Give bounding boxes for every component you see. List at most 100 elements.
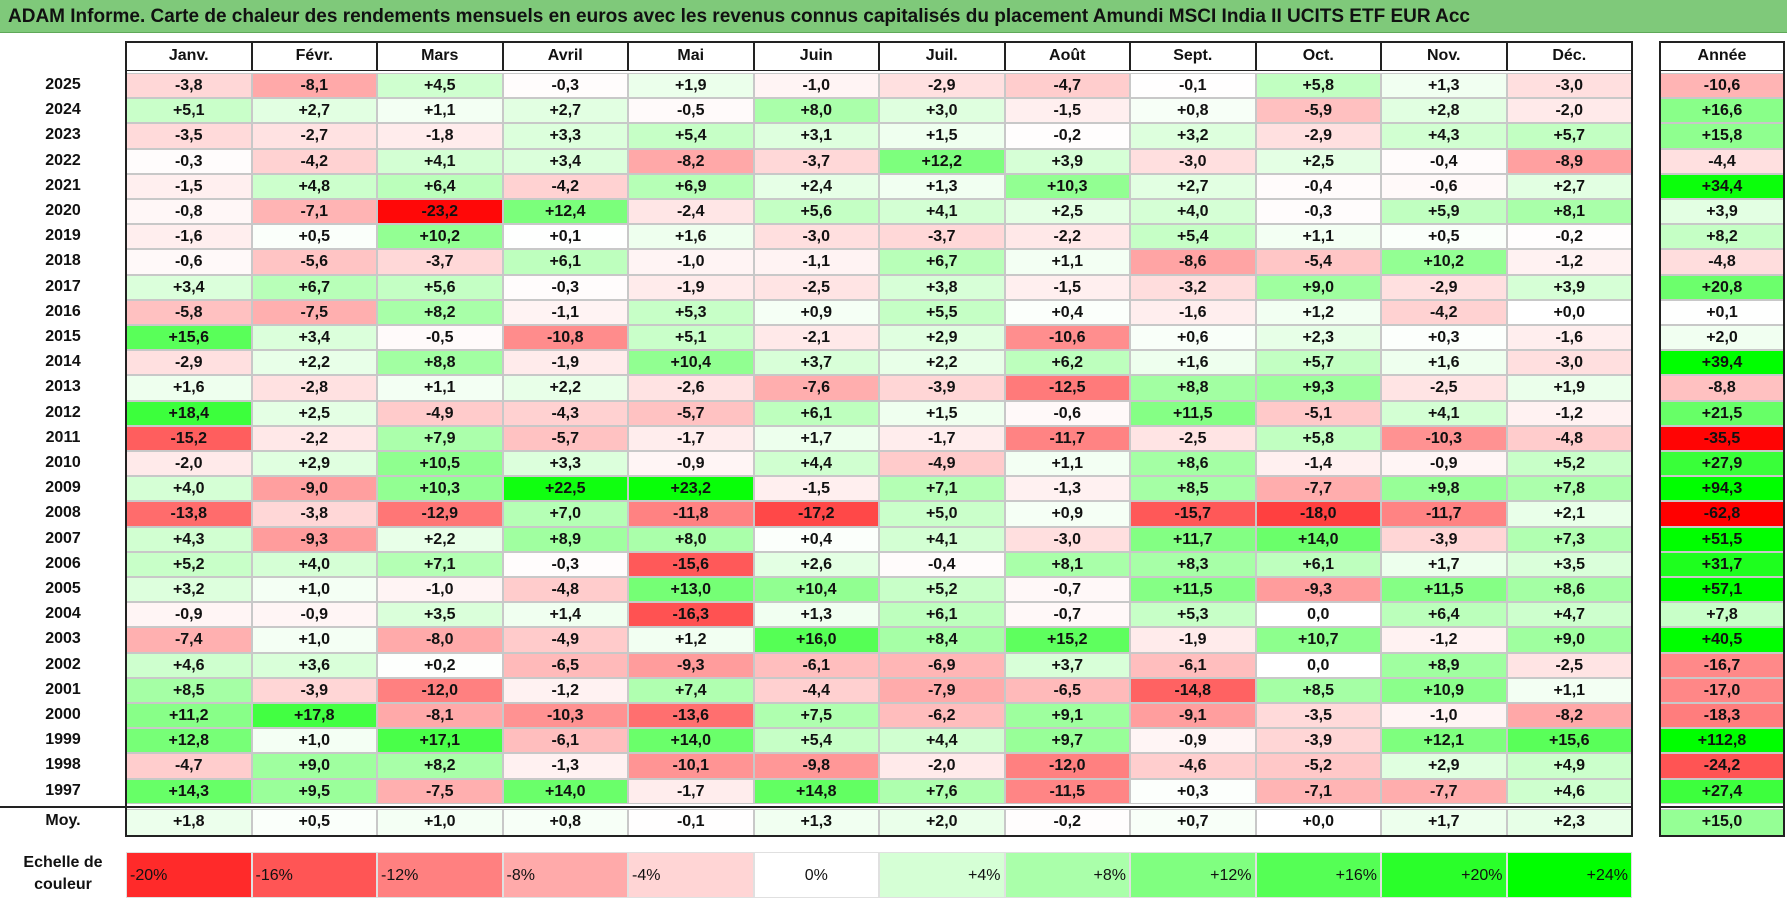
- heatmap-cell: +8,9: [502, 526, 628, 552]
- heatmap-cell: +2,7: [1506, 173, 1632, 199]
- annual-header: Année: [1660, 42, 1784, 71]
- heatmap-cell: -18,0: [1255, 501, 1381, 527]
- heatmap-cell: -0,9: [1381, 451, 1507, 477]
- heatmap-cell: -9,0: [251, 476, 377, 502]
- heatmap-cell: -2,0: [1506, 98, 1632, 124]
- average-cell: +1,0: [377, 808, 503, 836]
- heatmap-cell: +10,9: [1381, 677, 1507, 703]
- annual-cell: +3,9: [1660, 199, 1784, 225]
- color-scale-swatch: -12%: [377, 852, 503, 898]
- heatmap-cell: +2,5: [251, 400, 377, 426]
- heatmap-cell: -7,1: [1255, 778, 1381, 804]
- heatmap-cell: +4,4: [753, 451, 879, 477]
- heatmap-cell: +1,6: [1381, 350, 1507, 376]
- year-label: 2002: [45, 655, 81, 673]
- heatmap-cell: +5,0: [879, 501, 1005, 527]
- heatmap-cell: -6,5: [1004, 677, 1130, 703]
- heatmap-cell: -4,7: [1004, 73, 1130, 99]
- heatmap-cell: +0,5: [251, 224, 377, 250]
- month-header: Mars: [377, 42, 503, 71]
- heatmap-cell: +10,4: [628, 350, 754, 376]
- heatmap-cell: +1,9: [628, 73, 754, 99]
- heatmap-cell: -2,4: [628, 199, 754, 225]
- heatmap-cell: -0,4: [1381, 148, 1507, 174]
- annual-cell: +40,5: [1660, 627, 1784, 653]
- heatmap-cell: +2,4: [753, 173, 879, 199]
- heatmap-cell: -10,6: [1004, 325, 1130, 351]
- heatmap-cell: -1,7: [628, 778, 754, 804]
- heatmap-cell: +1,6: [126, 375, 252, 401]
- heatmap-cell: +7,3: [1506, 526, 1632, 552]
- heatmap-cell: +3,9: [1506, 274, 1632, 300]
- heatmap-cell: +1,1: [377, 98, 503, 124]
- year-label: 2021: [45, 176, 81, 194]
- heatmap-cell: -0,3: [502, 274, 628, 300]
- heatmap-cell: +7,1: [377, 551, 503, 577]
- heatmap-cell: +3,4: [126, 274, 252, 300]
- annual-cell: +21,5: [1660, 400, 1784, 426]
- annual-cell: +51,5: [1660, 526, 1784, 552]
- year-label: 2000: [45, 706, 81, 723]
- heatmap-cell: -2,5: [753, 274, 879, 300]
- average-cell: +0,0: [1255, 808, 1381, 836]
- heatmap-cell: -3,9: [251, 677, 377, 703]
- heatmap-cell: +5,2: [1506, 451, 1632, 477]
- heatmap-cell: +10,5: [377, 451, 503, 477]
- heatmap-cell: +5,4: [628, 123, 754, 149]
- year-label: 2004: [45, 605, 81, 623]
- heatmap-cell: +6,7: [251, 274, 377, 300]
- average-cell: +2,3: [1506, 808, 1632, 836]
- heatmap-cell: -5,1: [1255, 400, 1381, 426]
- heatmap-cell: +5,9: [1381, 199, 1507, 225]
- heatmap-cell: -12,9: [377, 501, 503, 527]
- heatmap-cell: +0,2: [377, 652, 503, 678]
- heatmap-cell: +10,4: [753, 577, 879, 603]
- heatmap-cell: -3,7: [879, 224, 1005, 250]
- annual-cell: +27,9: [1660, 451, 1784, 477]
- month-header: Août: [1004, 42, 1130, 71]
- color-scale-swatch: +20%: [1381, 852, 1507, 898]
- heatmap-cell: +3,0: [879, 98, 1005, 124]
- heatmap-cell: +1,5: [879, 123, 1005, 149]
- heatmap-cell: -3,9: [1381, 526, 1507, 552]
- heatmap-cell: -3,0: [1506, 350, 1632, 376]
- heatmap-cell: +10,3: [377, 476, 503, 502]
- heatmap-cell: -0,9: [251, 602, 377, 628]
- heatmap-cell: +1,0: [251, 728, 377, 754]
- heatmap-cell: -2,5: [1506, 652, 1632, 678]
- heatmap-cell: +4,1: [377, 148, 503, 174]
- color-scale-swatch: +24%: [1506, 852, 1632, 898]
- annual-cell: -10,6: [1660, 73, 1784, 99]
- heatmap-cell: -0,7: [1004, 602, 1130, 628]
- year-label: 2011: [45, 428, 81, 446]
- heatmap-cell: -1,8: [377, 123, 503, 149]
- heatmap-cell: +1,6: [628, 224, 754, 250]
- heatmap-cell: -1,2: [502, 677, 628, 703]
- heatmap-cell: -17,2: [753, 501, 879, 527]
- heatmap-cell: +8,5: [1130, 476, 1256, 502]
- heatmap-cell: -0,6: [1004, 400, 1130, 426]
- heatmap-cell: +6,1: [1255, 551, 1381, 577]
- month-header: Juin: [753, 42, 879, 71]
- heatmap-cell: +1,6: [1130, 350, 1256, 376]
- annual-cell: +0,1: [1660, 299, 1784, 325]
- heatmap-cell: -11,8: [628, 501, 754, 527]
- heatmap-cell: +4,5: [377, 73, 503, 99]
- annual-cell: +27,4: [1660, 778, 1784, 804]
- heatmap-cell: -7,1: [251, 199, 377, 225]
- heatmap-cell: +4,1: [879, 526, 1005, 552]
- heatmap-cell: -6,9: [879, 652, 1005, 678]
- heatmap-cell: -5,7: [502, 425, 628, 451]
- heatmap-cell: -1,1: [753, 249, 879, 275]
- heatmap-cell: +11,7: [1130, 526, 1256, 552]
- heatmap-cell: +8,2: [377, 299, 503, 325]
- heatmap-cell: +1,1: [1506, 677, 1632, 703]
- heatmap-cell: -3,5: [1255, 703, 1381, 729]
- heatmap-cell: -4,9: [502, 627, 628, 653]
- heatmap-cell: -1,2: [1506, 249, 1632, 275]
- heatmap-cell: -11,5: [1004, 778, 1130, 804]
- heatmap-cell: +8,5: [126, 677, 252, 703]
- heatmap-cell: +2,1: [1506, 501, 1632, 527]
- heatmap-cell: +14,3: [126, 778, 252, 804]
- heatmap-cell: -1,6: [1130, 299, 1256, 325]
